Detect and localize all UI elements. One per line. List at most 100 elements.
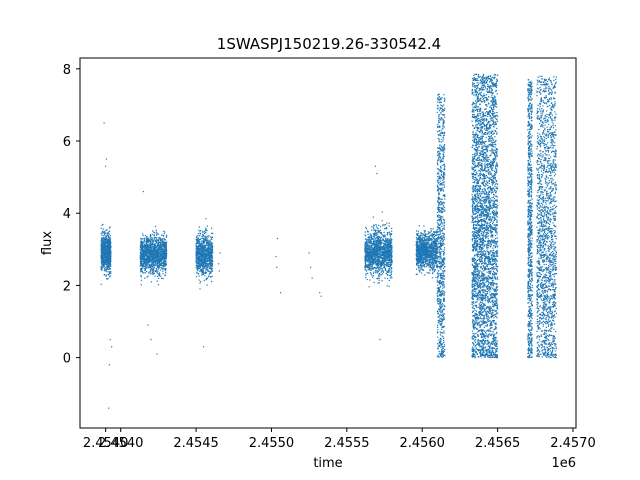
data-point [142,234,144,237]
data-point [371,252,373,254]
data-point [100,251,102,254]
data-point [108,256,111,258]
data-point [199,264,201,266]
data-point [165,248,167,250]
data-point [102,263,105,265]
data-point [433,270,436,273]
data-point [150,264,153,266]
data-point [198,267,200,270]
data-point [202,269,204,271]
data-point [197,269,199,271]
data-point [162,244,164,247]
data-point [162,273,164,275]
data-point [207,242,210,244]
data-point [159,273,161,275]
data-point [209,271,211,273]
data-point [105,258,107,261]
data-point [370,251,372,253]
data-point [211,246,213,248]
data-point [143,249,146,251]
data-point [110,241,112,243]
data-point [375,235,377,237]
data-point [143,255,146,257]
data-point [382,270,384,272]
data-point [205,241,207,244]
data-point [206,242,209,244]
data-point [161,258,163,260]
data-point [201,261,203,263]
data-point [383,250,385,252]
data-point [150,249,152,251]
data-point [207,243,210,245]
data-point [195,267,197,269]
data-point [382,254,384,256]
data-point [162,237,164,240]
data-point [376,249,378,251]
data-point [102,238,104,240]
data-point [371,254,373,256]
data-point [378,235,380,237]
data-point [155,270,157,272]
data-point [210,264,212,267]
data-point [143,245,146,247]
data-point [371,226,373,228]
data-point [198,226,200,228]
data-point [140,268,142,271]
data-point [108,267,111,270]
data-point [103,262,105,264]
data-point [209,248,211,250]
data-point [387,264,389,266]
data-point [156,261,158,263]
data-point [141,271,143,273]
data-point [153,234,156,236]
data-point [377,260,379,262]
data-point [140,284,142,286]
data-point [373,267,375,269]
data-point [197,237,199,240]
data-point [157,255,159,257]
data-point [105,275,107,277]
data-point [382,249,384,251]
data-point [197,245,199,247]
data-point [141,267,143,269]
data-point [384,258,386,260]
data-point [105,229,107,231]
data-point [109,226,111,228]
data-point [207,240,209,242]
data-point [154,263,156,265]
data-point [374,260,377,263]
data-point [157,254,160,256]
data-point [198,239,200,241]
data-point [387,249,389,251]
data-point [199,266,202,268]
data-point [106,263,109,265]
data-point [109,271,111,273]
data-point [208,267,211,269]
data-point [197,248,200,250]
data-point [201,255,203,257]
data-point [383,257,385,259]
data-point [151,257,154,259]
data-point [421,266,423,268]
data-point [108,233,110,235]
data-point [384,261,386,263]
data-point [105,246,108,248]
data-point [368,246,370,249]
data-point [165,236,167,238]
data-point [106,271,108,273]
data-point [371,257,373,259]
data-point [368,263,370,266]
data-point [149,240,152,243]
data-point [366,252,368,254]
data-point [390,233,392,236]
data-point [101,269,103,271]
data-point [140,259,142,261]
data-point [389,240,391,242]
data-point [380,268,382,270]
data-point [163,235,165,237]
data-point [154,251,156,253]
data-point [366,258,368,261]
data-point [145,247,147,249]
data-point [165,244,167,247]
data-point [206,252,208,254]
